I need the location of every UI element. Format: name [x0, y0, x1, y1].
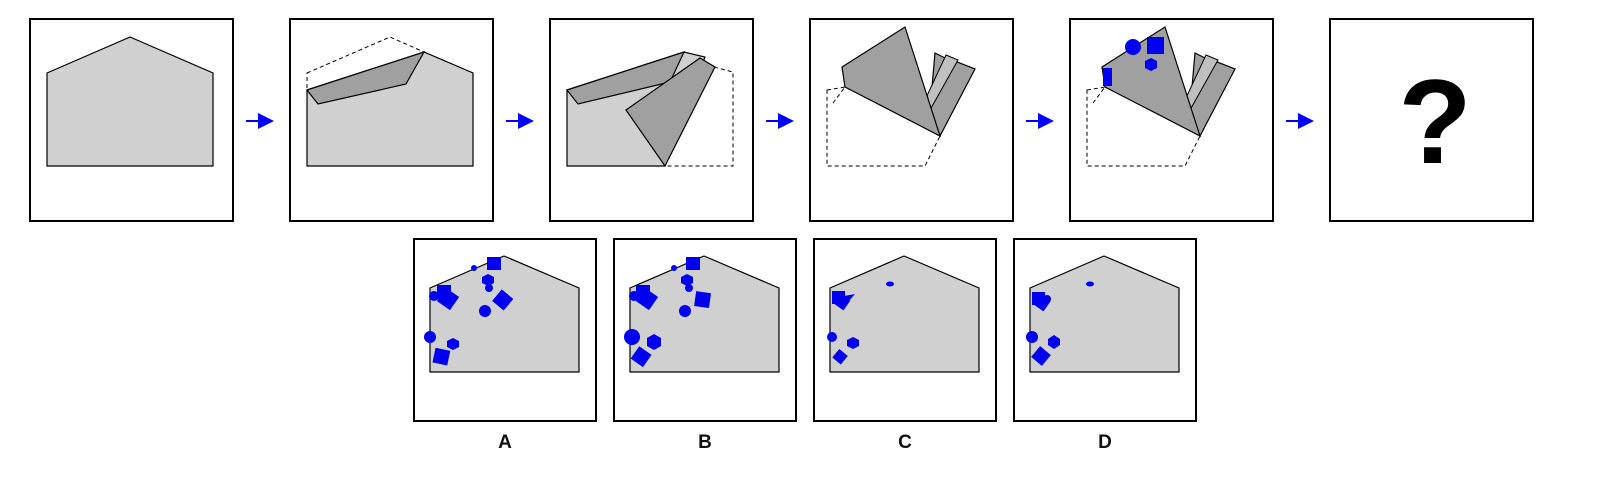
punch-hole — [832, 348, 848, 365]
option-d-label[interactable]: D — [1098, 432, 1112, 453]
punch-hole — [479, 305, 491, 317]
punch-hole — [447, 338, 459, 350]
punch-hole — [847, 337, 859, 349]
step-3-panel — [549, 18, 754, 222]
punch-hole — [1031, 346, 1051, 366]
punch-hole — [844, 294, 855, 302]
folded-flap — [625, 57, 716, 168]
punch-hole — [485, 284, 493, 292]
punch-hole — [1043, 295, 1051, 303]
punch-hole — [647, 334, 661, 350]
punch-hole — [424, 331, 436, 343]
punch-hole — [694, 291, 712, 309]
folded-flap — [841, 26, 942, 138]
punch-hole — [429, 291, 439, 301]
punch-hole — [629, 291, 639, 301]
punch-hole — [635, 287, 659, 311]
punch-hole — [679, 305, 691, 317]
punch-hole — [681, 274, 693, 286]
paper-shape — [46, 36, 214, 167]
option-d-panel[interactable] — [1013, 238, 1197, 422]
option-c-panel[interactable] — [813, 238, 997, 422]
option-b-label[interactable]: B — [698, 432, 712, 453]
punch-hole — [1103, 68, 1112, 86]
punch-hole — [686, 257, 700, 270]
option-a-label[interactable]: A — [498, 432, 512, 453]
punch-hole — [671, 265, 677, 271]
step-2-panel — [289, 18, 494, 222]
punch-hole — [1147, 37, 1164, 54]
step-1-panel — [29, 18, 234, 222]
punch-hole — [1145, 58, 1157, 71]
option-b-panel[interactable] — [613, 238, 797, 422]
punch-hole — [1048, 335, 1060, 349]
option-c-label[interactable]: C — [898, 432, 912, 453]
punch-hole — [1026, 331, 1038, 343]
option-a-panel[interactable] — [413, 238, 597, 422]
punch-hole — [886, 281, 894, 287]
punch-hole — [1086, 281, 1094, 287]
question-panel — [1329, 18, 1534, 222]
punch-hole — [492, 289, 514, 311]
punch-hole — [630, 346, 652, 368]
punch-hole — [436, 287, 460, 311]
punch-hole — [482, 274, 494, 286]
step-4-panel — [809, 18, 1014, 222]
punch-hole — [432, 347, 451, 366]
question-mark: ? — [1398, 55, 1472, 189]
folded-flap — [305, 50, 426, 105]
punch-hole — [1125, 39, 1141, 55]
paper-shape — [829, 255, 980, 373]
punch-hole — [685, 284, 693, 292]
paper-shape — [1029, 255, 1180, 373]
punch-hole — [624, 329, 640, 345]
punch-hole — [471, 265, 477, 271]
punch-hole — [827, 332, 837, 342]
punch-hole — [487, 257, 501, 270]
step-5-panel — [1069, 18, 1274, 222]
